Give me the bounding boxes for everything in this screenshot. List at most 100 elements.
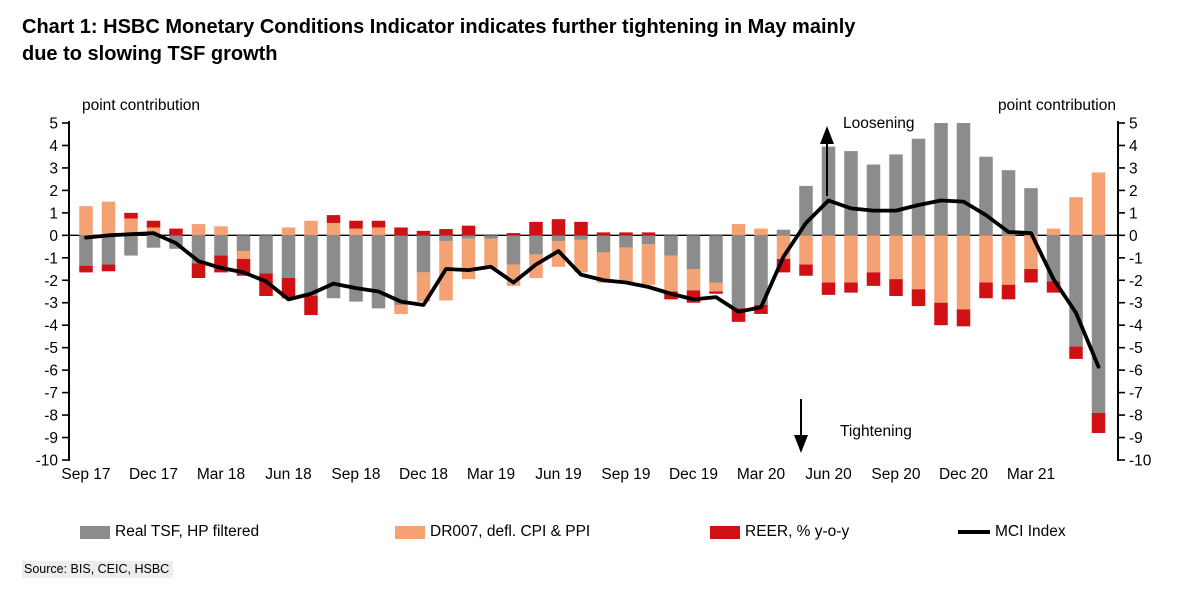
dr007-swatch-icon [395, 525, 425, 539]
bar-segment-reer [439, 229, 453, 236]
x-tick-label: Sep 18 [331, 466, 380, 483]
bar-segment-tsf [1046, 235, 1061, 282]
bar-segment-reer [866, 272, 881, 286]
y-tick-label-left: 0 [49, 228, 58, 245]
bar-segment-tsf [259, 235, 273, 274]
bar-segment-dr007 [956, 235, 971, 310]
bar-segment-tsf [124, 235, 138, 256]
x-tick-label: Jun 20 [805, 466, 852, 483]
y-tick-label-left: 5 [49, 116, 58, 133]
y-tick-label-right: 0 [1129, 228, 1138, 245]
bar-segment-dr007 [191, 224, 206, 236]
y-tick-label-left: -1 [44, 250, 58, 267]
bar-segment-dr007 [596, 252, 611, 283]
bar-segment-tsf [1091, 235, 1106, 413]
bar-segment-reer [281, 278, 296, 299]
bar-segment-tsf [686, 235, 701, 270]
y-tick-label-right: -8 [1129, 408, 1143, 425]
bar-segment-reer [1024, 269, 1038, 283]
right-axis-unit-note: point contribution [998, 97, 1116, 114]
x-tick-label: Sep 20 [871, 466, 921, 483]
bar-segment-dr007 [709, 282, 723, 292]
bar-segment-tsf [911, 138, 926, 236]
bar-segment-tsf [889, 154, 903, 236]
bar-segment-reer [821, 282, 836, 295]
bar-segment-reer [596, 232, 611, 236]
legend-item-reer: REER, % y-o-y [710, 522, 849, 542]
bar-segment-tsf [506, 235, 521, 265]
x-tick-label: Mar 21 [1007, 466, 1055, 483]
bar-segment-dr007 [1001, 235, 1016, 285]
bar-segment-dr007 [461, 238, 476, 280]
bar-segment-reer [461, 225, 476, 236]
y-tick-label-right: 1 [1129, 205, 1138, 222]
bar-segment-tsf [394, 235, 408, 305]
bar-segment-dr007 [371, 227, 386, 236]
bar-segment-reer [529, 221, 543, 236]
y-tick-label-left: -2 [44, 273, 58, 290]
x-tick-label: Dec 18 [399, 466, 448, 483]
loosening-label: Loosening [843, 115, 915, 132]
bar-segment-dr007 [731, 224, 746, 236]
bar-segment-dr007 [304, 220, 318, 236]
bar-segment-dr007 [799, 235, 813, 265]
x-tick-label: Jun 19 [535, 466, 582, 483]
bar-segment-reer [754, 304, 768, 314]
bar-segment-dr007 [1091, 172, 1106, 236]
bar-segment-reer [889, 279, 903, 296]
y-tick-label-right: 2 [1129, 183, 1138, 200]
legend-label-dr007: DR007, defl. CPI & PPI [430, 523, 591, 540]
real-tsf-swatch-icon [80, 525, 110, 539]
bar-segment-tsf [844, 151, 858, 236]
y-tick-label-right: 4 [1129, 138, 1138, 155]
bar-segment-tsf [1001, 170, 1016, 236]
bar-segment-dr007 [889, 235, 903, 280]
mci-index-line [84, 198, 1101, 369]
bar-segment-dr007 [641, 244, 656, 285]
bar-segment-tsf [709, 235, 723, 283]
bar-segment-dr007 [416, 272, 431, 302]
bar-segment-reer [1069, 346, 1083, 359]
legend-item-dr007: DR007, defl. CPI & PPI [395, 522, 590, 542]
bar-segment-reer [304, 295, 318, 316]
bar-segment-tsf [776, 229, 791, 236]
bar-segment-dr007 [124, 218, 138, 236]
bar-segment-tsf [304, 235, 318, 296]
y-tick-label-left: -4 [44, 318, 58, 335]
bar-segment-tsf [956, 123, 971, 236]
bar-segment-dr007 [101, 201, 116, 236]
tightening-label: Tightening [840, 423, 912, 440]
y-tick-label-left: 2 [49, 183, 58, 200]
bar-segment-reer [169, 228, 183, 236]
bar-segment-dr007 [326, 222, 341, 236]
y-tick-label-left: -10 [36, 453, 59, 470]
bar-segment-dr007 [979, 235, 993, 283]
legend-item-mci-index: MCI Index [958, 522, 1066, 542]
x-tick-label: Jun 18 [265, 466, 312, 483]
x-tick-label: Sep 17 [61, 466, 110, 483]
x-tick-label: Mar 20 [737, 466, 786, 483]
bar-segment-reer [551, 219, 566, 236]
bar-segment-reer [146, 220, 161, 228]
y-tick-label-right: 5 [1129, 116, 1138, 133]
bar-segment-tsf [529, 235, 543, 255]
bar-segment-reer [574, 221, 588, 236]
y-tick-label-right: -3 [1129, 295, 1143, 312]
bar-segment-tsf [596, 235, 611, 253]
bar-segment-dr007 [686, 269, 701, 291]
bar-segment-reer [799, 264, 813, 276]
legend-label-mci-index: MCI Index [995, 523, 1066, 540]
left-axis-unit-note: point contribution [82, 97, 200, 114]
bar-segment-tsf [619, 235, 633, 248]
bar-segment-dr007 [1046, 228, 1061, 236]
bar-segment-tsf [799, 185, 813, 236]
bar-segment-reer [416, 230, 431, 236]
bar-segment-tsf [236, 235, 251, 252]
bar-segment-tsf [371, 235, 386, 309]
y-tick-label-right: -10 [1129, 453, 1152, 470]
chart-title: Chart 1: HSBC Monetary Conditions Indica… [22, 16, 856, 65]
bar-segment-tsf [1024, 188, 1038, 236]
y-tick-label-left: 1 [49, 205, 58, 222]
bar-segment-tsf [146, 235, 161, 248]
